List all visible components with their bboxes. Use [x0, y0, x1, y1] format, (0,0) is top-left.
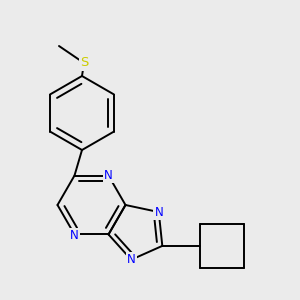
Text: N: N — [70, 229, 79, 242]
Text: N: N — [154, 206, 163, 219]
Text: N: N — [104, 169, 113, 182]
Text: N: N — [127, 253, 136, 266]
Text: S: S — [80, 56, 88, 70]
